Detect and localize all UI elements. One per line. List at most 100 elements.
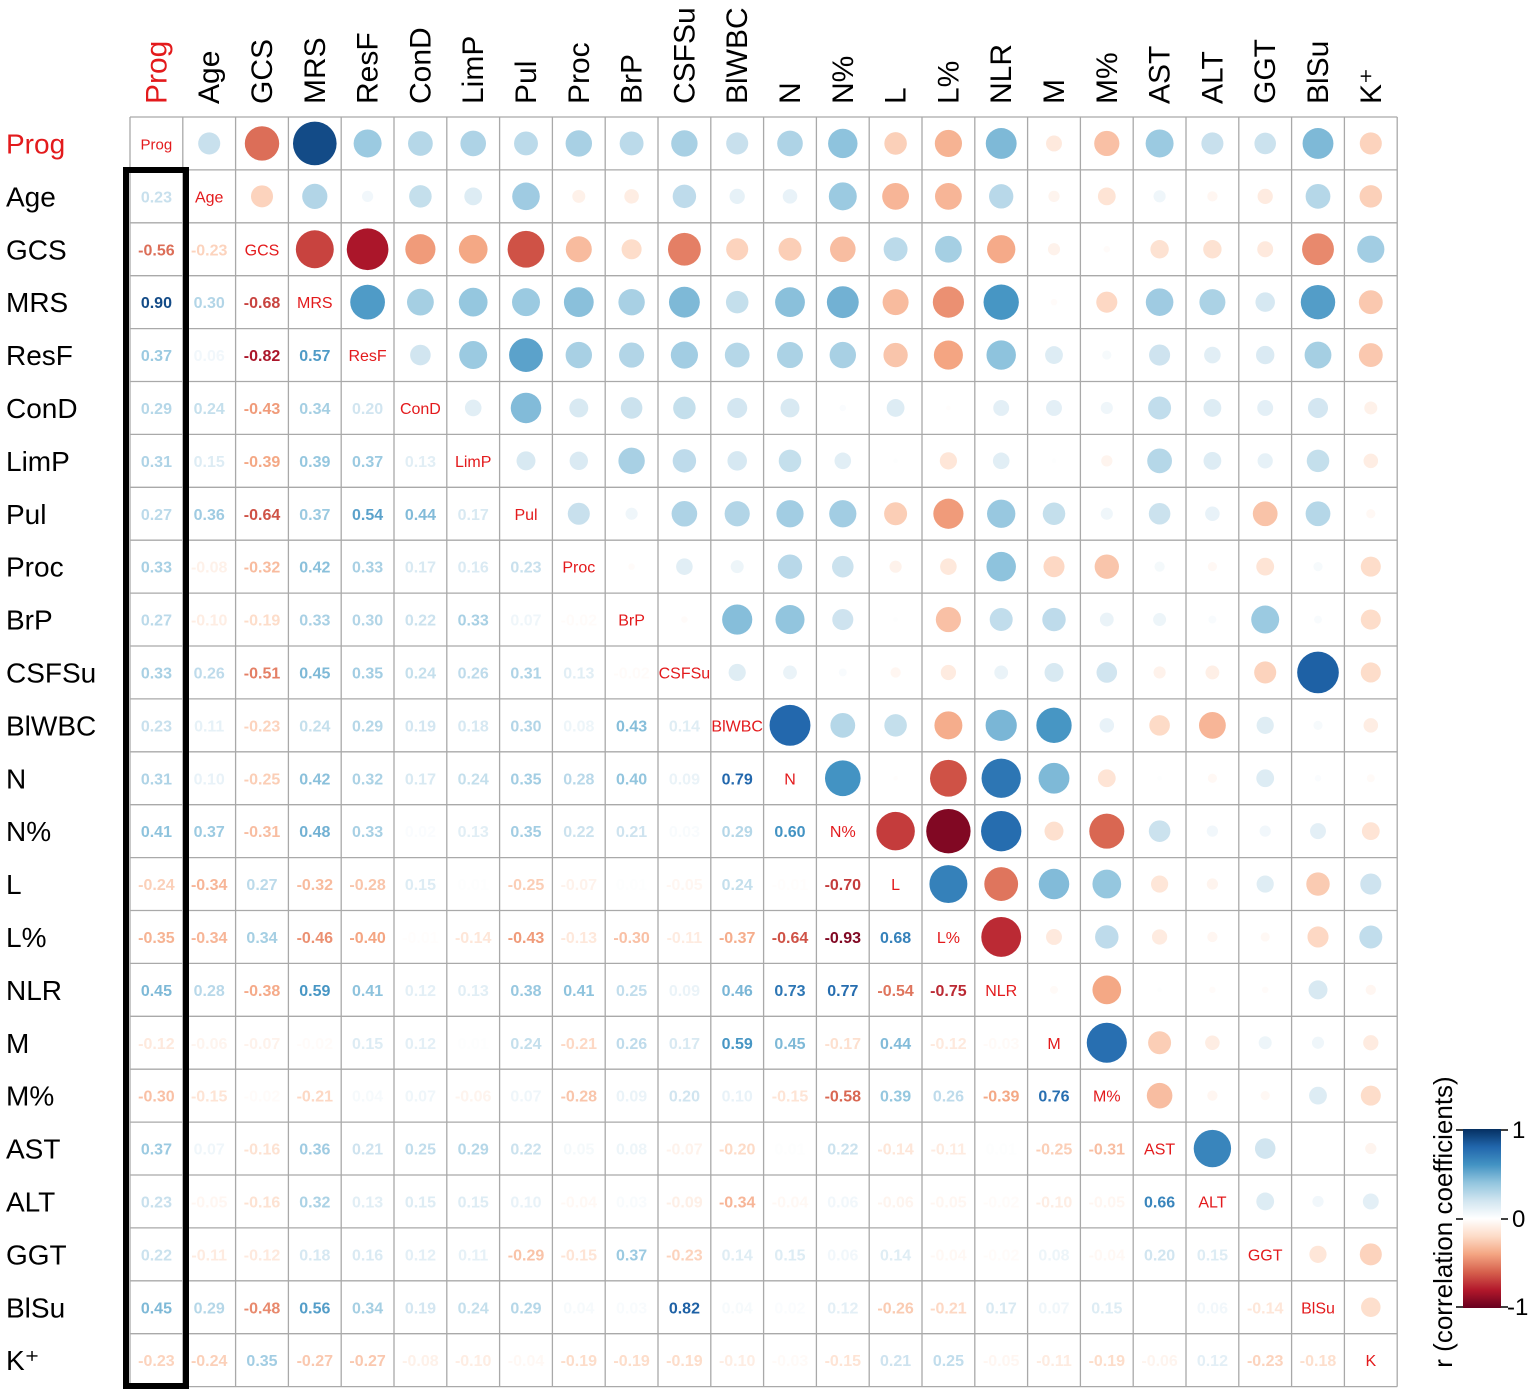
row-label: M% (6, 1081, 54, 1112)
correlation-value: -0.10 (1036, 1194, 1073, 1211)
correlation-circle (567, 502, 590, 525)
correlation-value: -0.35 (138, 930, 175, 947)
diagonal-label: CSFSu (659, 665, 711, 682)
correlation-value: 0.13 (352, 1194, 383, 1211)
correlation-value: 0.17 (405, 771, 436, 788)
correlation-circle (893, 458, 898, 464)
column-label: NLR (985, 44, 1018, 104)
correlation-circle (1092, 869, 1122, 899)
correlation-circle (890, 667, 901, 678)
correlation-circle (1259, 825, 1271, 837)
column-label: BrP (616, 54, 649, 104)
correlation-value: -0.19 (613, 1353, 650, 1370)
correlation-circle (981, 758, 1021, 798)
correlation-value: -0.19 (1089, 1353, 1126, 1370)
correlation-circle (776, 342, 804, 369)
correlation-circle (1309, 1245, 1327, 1263)
correlation-circle (628, 563, 635, 570)
correlation-circle (1051, 458, 1057, 464)
correlation-value: 0.28 (563, 771, 594, 788)
correlation-value: -0.14 (1247, 1300, 1284, 1317)
correlation-circle (620, 397, 643, 419)
correlation-circle (993, 399, 1010, 416)
correlation-circle (834, 452, 852, 470)
correlation-value: -0.08 (191, 560, 228, 577)
correlation-circle (1146, 1082, 1173, 1109)
correlation-value: -0.23 (666, 1247, 703, 1264)
correlation-circle (1042, 607, 1066, 632)
correlation-value: 0.12 (405, 983, 436, 1000)
correlation-circle (1358, 343, 1383, 368)
diagonal-label: Age (195, 189, 224, 206)
diagonal-label: N (784, 771, 796, 788)
correlation-value: 0.29 (141, 401, 172, 418)
correlation-value: 0.22 (827, 1142, 858, 1159)
correlation-circle (824, 760, 861, 797)
correlation-value: 0.12 (405, 1247, 436, 1264)
correlation-circle (994, 665, 1009, 680)
correlation-circle (726, 238, 749, 261)
diagonal-label: BlSu (1301, 1300, 1335, 1317)
correlation-value: -0.11 (1036, 1353, 1072, 1370)
correlation-value: -0.04 (1089, 1247, 1126, 1264)
correlation-value: -0.64 (772, 930, 809, 947)
correlation-value: 0.48 (299, 824, 330, 841)
correlation-circle (946, 405, 951, 411)
diagonal-label: ConD (400, 401, 441, 418)
correlation-value: 0.21 (880, 1353, 911, 1370)
correlation-value: 0.14 (669, 718, 700, 735)
correlation-value: 0.37 (141, 1142, 172, 1159)
correlation-value: -0.82 (244, 348, 281, 365)
correlation-value: -0.40 (349, 930, 386, 947)
correlation-value: 0.41 (141, 824, 172, 841)
diagonal-label: GCS (245, 242, 280, 259)
correlation-value: -0.12 (930, 1036, 967, 1053)
correlation-circle (1038, 762, 1070, 794)
diagonal-label: K (1365, 1353, 1376, 1370)
row-label: Age (6, 181, 56, 212)
correlation-value: 0.15 (774, 1247, 805, 1264)
correlation-circle (569, 451, 588, 471)
correlation-circle (1148, 820, 1171, 842)
correlation-value: -0.30 (613, 930, 650, 947)
correlation-value: -0.25 (244, 771, 281, 788)
correlation-circle (778, 237, 802, 261)
correlation-value: -0.05 (983, 1353, 1020, 1370)
row-label: N% (6, 816, 51, 847)
correlation-circle (1305, 183, 1331, 209)
correlation-circle (361, 190, 374, 202)
correlation-circle (883, 237, 908, 262)
correlation-circle (1203, 240, 1222, 259)
correlation-value: -0.15 (561, 1247, 598, 1264)
correlation-value: 0.25 (933, 1353, 964, 1370)
correlation-value: -0.19 (666, 1353, 703, 1370)
correlation-value: -0.75 (930, 983, 967, 1000)
correlation-value: -0.10 (719, 1353, 756, 1370)
diagonal-label: BrP (618, 613, 645, 630)
correlation-circle (618, 447, 645, 475)
correlation-circle (1148, 396, 1172, 420)
correlation-circle (1311, 1036, 1325, 1049)
column-label: AST (1144, 46, 1177, 104)
correlation-circle (1089, 813, 1125, 849)
correlation-circle (1150, 875, 1169, 893)
correlation-circle (1256, 716, 1274, 734)
diagonal-label: M (1047, 1036, 1060, 1053)
correlation-circle (250, 185, 274, 208)
correlation-circle (1047, 243, 1061, 256)
correlation-circle (883, 342, 908, 368)
correlation-value: 0.18 (458, 718, 489, 735)
correlation-circle (1102, 350, 1112, 360)
correlation-circle (1206, 878, 1219, 890)
correlation-circle (672, 184, 697, 209)
correlation-value: -0.07 (666, 1142, 703, 1159)
correlation-circle (1151, 929, 1168, 945)
correlation-circle (1036, 707, 1072, 744)
correlation-circle (1256, 875, 1274, 893)
correlation-value: 0.35 (352, 665, 383, 682)
colorbar-gradient (1463, 1129, 1501, 1308)
correlation-value: -0.93 (825, 930, 862, 947)
correlation-circle (783, 665, 797, 680)
correlation-circle (1099, 718, 1115, 733)
correlation-circle (512, 288, 540, 317)
